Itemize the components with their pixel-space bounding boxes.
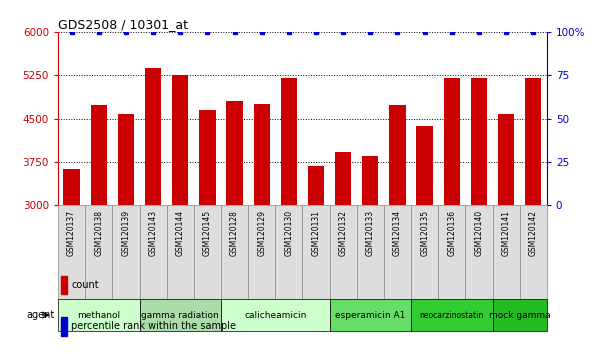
Bar: [525, 78, 541, 354]
Text: GSM120132: GSM120132: [338, 210, 348, 256]
Bar: [411, 299, 492, 331]
Bar: [520, 205, 547, 299]
Bar: [302, 205, 329, 299]
Bar: [384, 205, 411, 299]
Bar: [329, 299, 411, 331]
Bar: [466, 205, 492, 299]
Bar: [64, 169, 80, 354]
Bar: [498, 114, 514, 354]
Bar: [194, 205, 221, 299]
Text: esperamicin A1: esperamicin A1: [335, 310, 406, 320]
Bar: [145, 68, 161, 354]
Text: methanol: methanol: [77, 310, 120, 320]
Text: GSM120131: GSM120131: [312, 210, 321, 256]
Bar: [308, 166, 324, 354]
Bar: [276, 205, 302, 299]
Bar: [199, 110, 216, 354]
Bar: [254, 104, 270, 354]
Bar: [58, 299, 139, 331]
Bar: [139, 299, 221, 331]
Bar: [167, 205, 194, 299]
Text: GSM120138: GSM120138: [94, 210, 103, 256]
Bar: [411, 205, 438, 299]
Bar: [221, 205, 248, 299]
Bar: [118, 114, 134, 354]
Bar: [389, 105, 406, 354]
Text: GSM120134: GSM120134: [393, 210, 402, 256]
Text: calicheamicin: calicheamicin: [244, 310, 307, 320]
Text: GSM120133: GSM120133: [366, 210, 375, 256]
Bar: [438, 205, 466, 299]
Text: GSM120130: GSM120130: [284, 210, 293, 256]
Bar: [357, 205, 384, 299]
Bar: [417, 126, 433, 354]
Bar: [280, 78, 297, 354]
Text: GSM120137: GSM120137: [67, 210, 76, 256]
Text: GSM120136: GSM120136: [447, 210, 456, 256]
Bar: [85, 205, 112, 299]
Text: GSM120129: GSM120129: [257, 210, 266, 256]
Bar: [112, 205, 139, 299]
Text: GSM120135: GSM120135: [420, 210, 429, 256]
Bar: [248, 205, 276, 299]
Text: neocarzinostatin: neocarzinostatin: [420, 310, 484, 320]
Text: GSM120142: GSM120142: [529, 210, 538, 256]
Bar: [471, 78, 487, 354]
Text: mock gamma: mock gamma: [489, 310, 551, 320]
Text: GSM120139: GSM120139: [122, 210, 130, 256]
Bar: [362, 156, 378, 354]
Bar: [61, 317, 67, 336]
Bar: [444, 78, 460, 354]
Bar: [492, 299, 547, 331]
Bar: [90, 105, 107, 354]
Bar: [221, 299, 329, 331]
Bar: [58, 205, 85, 299]
Text: agent: agent: [27, 310, 55, 320]
Bar: [492, 205, 520, 299]
Text: GSM120128: GSM120128: [230, 210, 239, 256]
Text: percentile rank within the sample: percentile rank within the sample: [71, 321, 236, 331]
Text: GSM120141: GSM120141: [502, 210, 511, 256]
Bar: [61, 276, 67, 294]
Bar: [227, 101, 243, 354]
Bar: [172, 75, 188, 354]
Text: GSM120145: GSM120145: [203, 210, 212, 256]
Text: count: count: [71, 280, 99, 290]
Bar: [139, 205, 167, 299]
Text: GSM120140: GSM120140: [475, 210, 483, 256]
Bar: [329, 205, 357, 299]
Bar: [335, 152, 351, 354]
Text: GDS2508 / 10301_at: GDS2508 / 10301_at: [58, 18, 188, 31]
Text: GSM120144: GSM120144: [176, 210, 185, 256]
Text: GSM120143: GSM120143: [148, 210, 158, 256]
Text: gamma radiation: gamma radiation: [141, 310, 219, 320]
